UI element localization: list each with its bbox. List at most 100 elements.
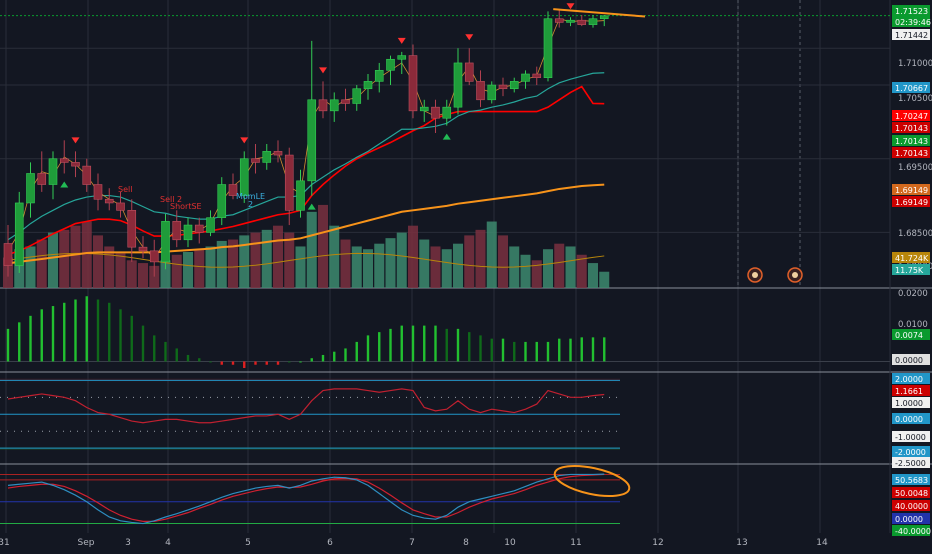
price-badge-text: 50.0048 (895, 489, 928, 498)
candle (149, 239, 159, 277)
candle (37, 151, 47, 192)
price-badge: 1.71523 (892, 5, 930, 16)
volume-bar (351, 246, 362, 288)
oscillator-pane[interactable] (0, 378, 620, 450)
volume-bar (554, 243, 565, 288)
candle (127, 199, 137, 262)
candle-body (487, 84, 497, 101)
sell-signal-marker (465, 34, 474, 41)
price-badge-bg (892, 16, 930, 27)
candle (453, 48, 463, 115)
histogram-bar (344, 348, 347, 362)
volume-bar (104, 246, 115, 288)
candle-body (3, 243, 13, 266)
candle (419, 99, 429, 122)
price-badge-text: -40.0000 (895, 527, 931, 536)
stochastic-pane[interactable] (0, 460, 632, 525)
volume-bar (565, 246, 576, 288)
histogram-bar (366, 335, 370, 362)
volume-bar (261, 229, 272, 288)
histogram-bar (411, 325, 415, 362)
price-badge: 02:39:46 (892, 16, 931, 27)
price-badge-text: -2.0000 (895, 448, 926, 457)
candle (194, 217, 204, 244)
volume-bar (318, 204, 328, 288)
price-badge-text: 1.70667 (895, 84, 928, 93)
price-badge: -1.0000 (892, 431, 930, 442)
histogram-bar (558, 338, 561, 362)
candle (374, 62, 384, 93)
candle-body (14, 202, 24, 266)
candle-body (71, 162, 80, 167)
buy-signal-marker (60, 181, 69, 188)
volume-bar (531, 260, 542, 288)
candle-body (239, 158, 249, 196)
candle-body (509, 81, 519, 90)
price-badge: 11.75K (892, 264, 930, 275)
time-tick-label: 14 (816, 538, 828, 548)
drawn-ellipse (553, 465, 631, 497)
time-axis[interactable]: 31 Sep 3 4 5 6 7 8 10 11 12 13 14 (0, 538, 828, 548)
price-badge: 1.70667 (892, 82, 930, 93)
histogram-bar (265, 361, 268, 365)
price-badge: -2.0000 (892, 446, 930, 457)
candle (476, 70, 485, 108)
histogram-bar (51, 306, 55, 362)
price-badge-text: 0.0000 (895, 515, 923, 524)
signal-label: Sell 2 (160, 195, 182, 204)
volume-bar (59, 229, 70, 288)
signal-label: Sell (118, 185, 132, 194)
price-badge: -2.5000 (892, 457, 930, 468)
histogram-pane[interactable] (0, 296, 890, 368)
price-badge-text: 2.0000 (895, 375, 923, 384)
price-badge-text: 0.0000 (895, 356, 923, 365)
histogram-bar (310, 358, 313, 362)
candle-body (194, 224, 204, 233)
price-badge: 1.69149 (892, 196, 930, 207)
candle-body (273, 151, 283, 156)
price-badge: 0.0000 (892, 413, 930, 424)
candle-body (161, 221, 170, 263)
candle (183, 217, 193, 248)
histogram-bar (299, 361, 302, 363)
candle (329, 92, 339, 122)
histogram-bar (198, 358, 201, 362)
volume-bar (306, 211, 317, 288)
candle-body (498, 84, 508, 90)
histogram-bar (175, 348, 178, 362)
volume-bar (520, 254, 531, 288)
candle (251, 144, 260, 174)
volume-bar (239, 235, 250, 288)
price-badge-bg (892, 513, 930, 524)
histogram-bar (378, 332, 381, 362)
price-badge-text: 1.71442 (895, 31, 928, 40)
price-badge-bg (892, 82, 930, 93)
candle-body (26, 173, 35, 204)
volume-bar (576, 254, 587, 288)
candle-body (138, 246, 148, 252)
candle-body (397, 55, 407, 60)
price-badge-bg (892, 184, 930, 195)
candle (14, 191, 24, 273)
candle (341, 88, 350, 111)
price-badge-bg (892, 196, 930, 207)
time-tick-label: 12 (652, 538, 663, 548)
volume-bar (25, 246, 36, 288)
price-badge-bg (892, 385, 930, 396)
volume-bar (464, 235, 475, 288)
histogram-bar (209, 361, 212, 363)
volume-bar (486, 221, 497, 288)
volume-bar (543, 249, 553, 288)
candle-body (352, 88, 362, 104)
price-badge-bg (892, 474, 930, 485)
histogram-bar (490, 338, 493, 362)
price-badge-bg (892, 147, 930, 158)
histogram-bar (231, 361, 235, 365)
candle (498, 77, 508, 97)
time-tick-label: 10 (504, 538, 516, 548)
price-axis[interactable]: 1.710001.705001.695001.685001.680001.715… (892, 5, 932, 536)
price-badge-text: 1.70143 (895, 124, 928, 133)
volume-bar (70, 225, 81, 288)
price-badge: 1.70143 (892, 135, 930, 146)
